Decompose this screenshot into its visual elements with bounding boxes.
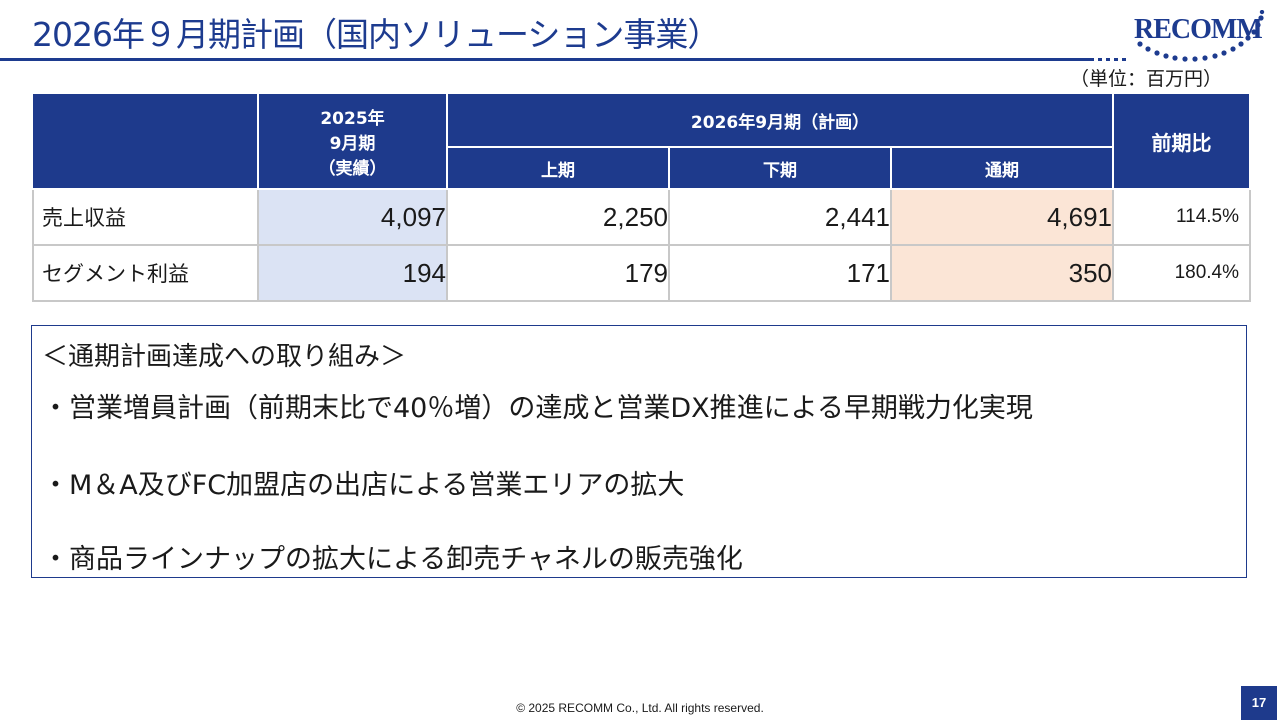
header-actual-line1: 2025年 — [320, 108, 385, 129]
cell-second-half: 2,441 — [668, 188, 892, 246]
header-actual-line3: （実績） — [318, 158, 387, 179]
cell-full-year: 350 — [889, 244, 1115, 302]
initiatives-heading: ＜通期計画達成への取り組み＞ — [42, 342, 407, 372]
page-number: 17 — [1241, 686, 1277, 720]
cell-actual: 194 — [257, 244, 448, 302]
initiatives-box: ＜通期計画達成への取り組み＞ ・営業増員計画（前期末比で40％増）の達成と営業D… — [31, 325, 1247, 578]
table-row-revenue: 売上収益 4,097 2,250 2,441 4,691 114.5% — [32, 188, 1252, 246]
header-2025-actual: 2025年 9月期 （実績） — [257, 92, 448, 190]
header-second-half: 下期 — [668, 146, 892, 190]
cell-second-half: 171 — [668, 244, 892, 302]
cell-yoy-ratio: 180.4% — [1112, 244, 1252, 302]
initiative-item: ・M＆A及びFC加盟店の出店による営業エリアの拡大 — [42, 470, 685, 501]
logo-wordmark: RECOMM — [1134, 14, 1263, 45]
title-underline — [0, 58, 1090, 61]
cell-actual: 4,097 — [257, 188, 448, 246]
cell-first-half: 2,250 — [446, 188, 670, 246]
copyright-footer: © 2025 RECOMM Co., Ltd. All rights reser… — [516, 701, 764, 715]
unit-label: （単位：百万円） — [1069, 68, 1222, 90]
header-first-half: 上期 — [446, 146, 670, 190]
initiative-item: ・商品ラインナップの拡大による卸売チャネルの販売強化 — [42, 544, 743, 575]
header-2026-plan: 2026年9月期（計画） — [445, 92, 1115, 148]
cell-first-half: 179 — [446, 244, 670, 302]
table-corner-header — [32, 92, 259, 190]
title-underline-dots — [1090, 58, 1130, 61]
cell-yoy-ratio: 114.5% — [1112, 188, 1252, 246]
row-label: 売上収益 — [32, 188, 259, 246]
slide-title: 2026年９月期計画（国内ソリューション事業） — [32, 15, 720, 54]
row-label: セグメント利益 — [32, 244, 259, 302]
header-actual-line2: 9月期 — [329, 133, 376, 154]
logo-dot-ring — [1137, 10, 1265, 62]
header-full-year: 通期 — [889, 146, 1115, 190]
cell-full-year: 4,691 — [889, 188, 1115, 246]
initiative-item: ・営業増員計画（前期末比で40％増）の達成と営業DX推進による早期戦力化実現 — [42, 393, 1033, 424]
plan-table: 2025年 9月期 （実績） 2026年9月期（計画） 前期比 上期 下期 通期… — [32, 92, 1252, 302]
recomm-logo: RECOMM — [1128, 10, 1268, 68]
table-row-segment-profit: セグメント利益 194 179 171 350 180.4% — [32, 244, 1252, 302]
header-yoy-ratio: 前期比 — [1112, 92, 1252, 190]
